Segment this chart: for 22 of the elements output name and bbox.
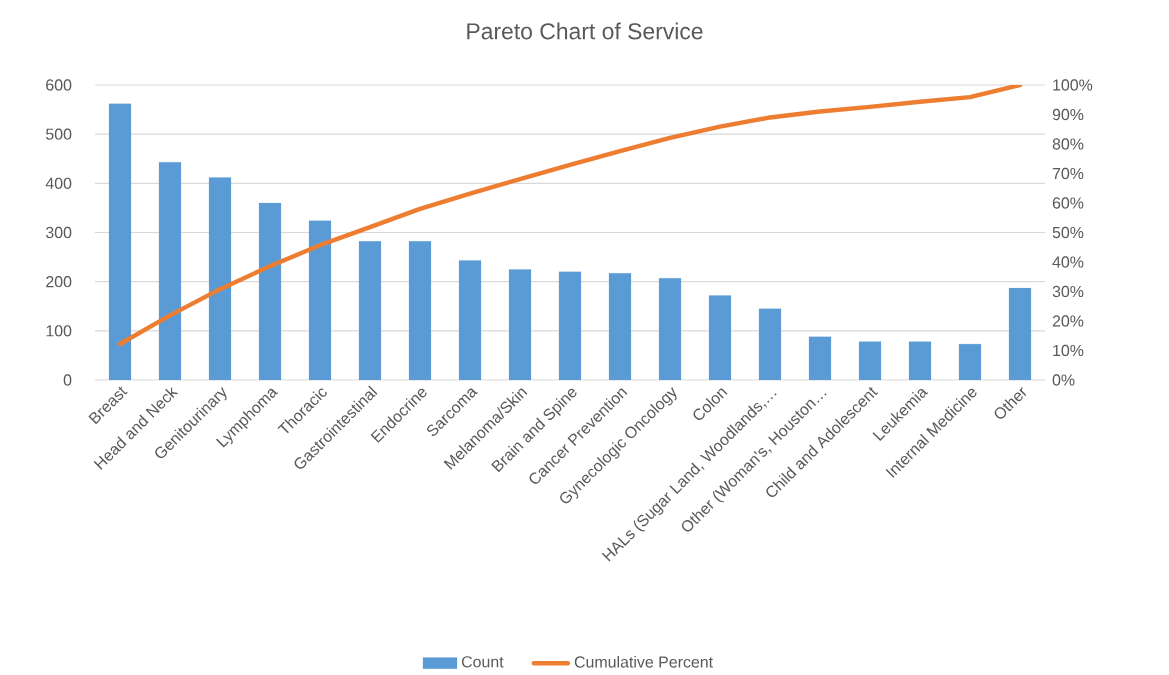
y2-tick-label: 70% (1052, 167, 1084, 180)
y-tick-label: 0 (63, 374, 72, 386)
y2-tick-label: 60% (1052, 197, 1084, 209)
y-tick-label: 100 (46, 325, 72, 337)
y2-tick-label: 0% (1052, 374, 1075, 386)
y-tick-label: 500 (45, 128, 72, 140)
y2-tick-label: 40% (1052, 256, 1084, 268)
y2-tick-label: 30% (1052, 285, 1084, 298)
y2-tick-label: 100% (1053, 79, 1093, 91)
y-tick-label: 200 (46, 276, 72, 288)
legend-label: Count (461, 656, 504, 668)
y2-tick-label: 80% (1052, 138, 1084, 150)
y-tick-label: 400 (45, 177, 72, 189)
y2-tick-label: 10% (1053, 344, 1084, 357)
legend-label: Cumulative Percent (574, 655, 713, 668)
y2-tick-label: 90% (1052, 108, 1084, 121)
y2-tick-label: 50% (1052, 226, 1084, 239)
y-tick-label: 600 (46, 79, 72, 91)
chart-title: Pareto Chart of Service (467, 22, 703, 40)
line-series (117, 84, 1023, 347)
y2-tick-label: 20% (1052, 315, 1084, 327)
y-tick-label: 300 (45, 226, 72, 239)
